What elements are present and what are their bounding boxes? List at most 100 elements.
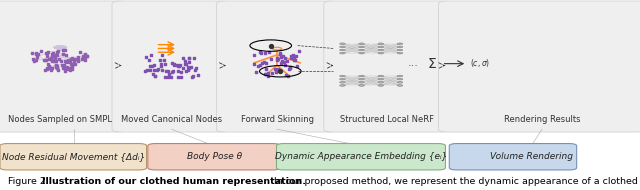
Point <box>172 75 182 78</box>
Point <box>42 66 52 69</box>
Text: Nodes Sampled on SMPL: Nodes Sampled on SMPL <box>8 116 112 124</box>
Point <box>275 52 285 55</box>
Point <box>173 64 184 67</box>
Point <box>285 66 296 69</box>
Point <box>289 58 300 61</box>
Point <box>285 66 296 69</box>
Point <box>180 60 190 63</box>
Point <box>157 54 167 57</box>
Point <box>59 64 69 67</box>
Circle shape <box>359 78 364 80</box>
Circle shape <box>340 75 345 77</box>
Point <box>52 64 62 67</box>
Point <box>183 65 193 68</box>
Point <box>159 63 170 66</box>
Point <box>260 72 271 75</box>
Point <box>148 63 159 66</box>
FancyBboxPatch shape <box>112 1 230 132</box>
Point <box>64 59 74 62</box>
Point <box>253 65 264 68</box>
Point <box>32 56 42 59</box>
Circle shape <box>359 75 364 77</box>
Point <box>42 62 52 65</box>
Circle shape <box>340 43 345 45</box>
Point <box>166 75 177 78</box>
Point <box>46 56 56 59</box>
Point <box>68 63 78 66</box>
Point <box>176 70 186 73</box>
Text: In our proposed method, we represent the dynamic appearance of a clothed: In our proposed method, we represent the… <box>271 177 637 186</box>
Point <box>262 72 273 75</box>
Point <box>60 60 70 63</box>
Point <box>255 64 266 67</box>
Point <box>48 52 58 55</box>
Point <box>168 70 178 73</box>
Circle shape <box>378 46 383 48</box>
Point <box>67 65 77 68</box>
Point <box>50 54 60 57</box>
Point <box>276 61 286 64</box>
Circle shape <box>378 82 383 83</box>
Point <box>68 59 79 62</box>
Point <box>153 68 163 71</box>
Point <box>39 58 49 61</box>
Point <box>273 67 283 70</box>
Point <box>184 61 194 64</box>
Circle shape <box>397 78 403 80</box>
Point <box>50 54 60 57</box>
Point <box>175 63 185 66</box>
Point <box>28 58 38 61</box>
Text: Dynamic Appearance Embedding {eᵢ}: Dynamic Appearance Embedding {eᵢ} <box>275 152 448 161</box>
Text: Structured Local NeRF: Structured Local NeRF <box>340 116 434 124</box>
Point <box>31 52 42 55</box>
Point <box>47 55 58 58</box>
Point <box>191 66 201 69</box>
Circle shape <box>378 49 383 51</box>
Point <box>148 69 159 72</box>
Point <box>280 64 290 67</box>
Point <box>27 51 37 55</box>
Text: Moved Canonical Nodes: Moved Canonical Nodes <box>121 116 222 124</box>
Point <box>276 55 287 58</box>
Point <box>260 73 270 76</box>
Point <box>63 67 74 70</box>
Point <box>272 59 282 62</box>
Point <box>82 55 92 58</box>
Point <box>79 53 90 56</box>
Point <box>193 74 203 77</box>
Point <box>52 66 62 69</box>
Point <box>289 57 299 60</box>
Point <box>52 68 63 71</box>
Circle shape <box>340 82 345 83</box>
Point <box>63 58 74 61</box>
Point <box>76 51 86 54</box>
Text: Volume Rendering: Volume Rendering <box>490 152 573 161</box>
Point <box>41 59 51 62</box>
Point <box>29 59 40 63</box>
Point <box>49 60 59 63</box>
Circle shape <box>340 49 345 51</box>
Point <box>59 64 69 67</box>
Point <box>81 59 91 62</box>
Point <box>42 54 52 57</box>
Point <box>67 56 77 59</box>
Circle shape <box>340 78 345 80</box>
Point <box>186 66 196 69</box>
Point <box>256 51 266 55</box>
Point <box>52 51 62 54</box>
Point <box>277 59 287 63</box>
Point <box>36 50 46 53</box>
Circle shape <box>340 52 345 54</box>
Point <box>33 52 43 55</box>
Point <box>44 58 54 61</box>
FancyBboxPatch shape <box>0 144 147 170</box>
Point <box>51 63 61 66</box>
Point <box>251 71 261 74</box>
Circle shape <box>359 49 364 51</box>
Point <box>58 49 68 52</box>
Point <box>52 53 62 56</box>
Point <box>47 66 57 70</box>
Point <box>291 54 301 57</box>
Point <box>52 66 62 69</box>
Point <box>260 51 270 54</box>
